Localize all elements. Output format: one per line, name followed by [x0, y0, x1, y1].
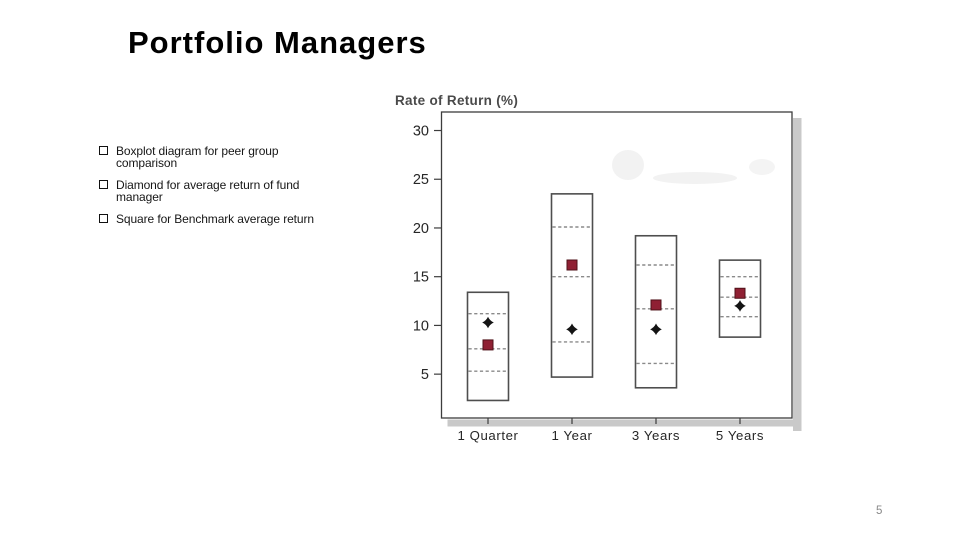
y-tick-label: 5	[421, 367, 429, 383]
page-number: 5	[876, 505, 883, 517]
y-tick-label: 15	[413, 270, 429, 286]
peer-group-box	[550, 193, 594, 378]
manager-diamond-marker	[482, 316, 494, 329]
benchmark-square-marker	[482, 339, 494, 351]
watermark-smudge	[612, 150, 644, 180]
watermark-smudge	[749, 159, 775, 175]
bullet-item-diamond: Diamond for average return of fund manag…	[99, 179, 321, 203]
square-bullet-icon	[99, 180, 108, 189]
manager-diamond-marker	[650, 323, 662, 336]
chart-shadow-right	[793, 118, 802, 431]
boxplot-chart: Rate of Return (%) 30 25 20 15 10 5 1 Quarter 1 …	[390, 85, 810, 455]
x-tick-label: 1 Year	[551, 428, 592, 443]
bullet-item-square: Square for Benchmark average return	[99, 213, 321, 225]
chart-title: Rate of Return (%)	[395, 93, 518, 108]
y-tick-label: 25	[413, 172, 429, 188]
peer-group-box	[634, 234, 678, 389]
y-tick-label: 10	[413, 318, 429, 334]
x-tick-label: 1 Quarter	[457, 428, 518, 443]
square-bullet-icon	[99, 214, 108, 223]
bullet-text: Boxplot diagram for peer group compariso…	[116, 144, 279, 170]
x-tick-label: 5 Years	[716, 428, 764, 443]
bullet-text: Diamond for average return of fund manag…	[116, 178, 300, 204]
bullet-list: Boxplot diagram for peer group compariso…	[99, 145, 321, 235]
benchmark-square-marker	[734, 287, 746, 299]
y-tick-label: 30	[413, 124, 429, 140]
slide-title: Portfolio Managers	[128, 25, 427, 60]
manager-diamond-marker	[566, 323, 578, 336]
manager-diamond-marker	[734, 300, 746, 312]
chart-shadow-bottom	[447, 419, 802, 427]
benchmark-square-marker	[650, 299, 662, 311]
y-tick-label: 20	[413, 221, 429, 237]
x-tick-label: 3 Years	[632, 428, 680, 443]
bullet-item-boxplot: Boxplot diagram for peer group compariso…	[99, 145, 321, 169]
watermark-smudge	[653, 172, 737, 184]
benchmark-square-marker	[566, 259, 578, 271]
boxplot-chart-svg: Rate of Return (%) 30 25 20 15 10 5 1 Quarter 1 …	[395, 93, 802, 443]
square-bullet-icon	[99, 146, 108, 155]
bullet-text: Square for Benchmark average return	[116, 212, 314, 226]
